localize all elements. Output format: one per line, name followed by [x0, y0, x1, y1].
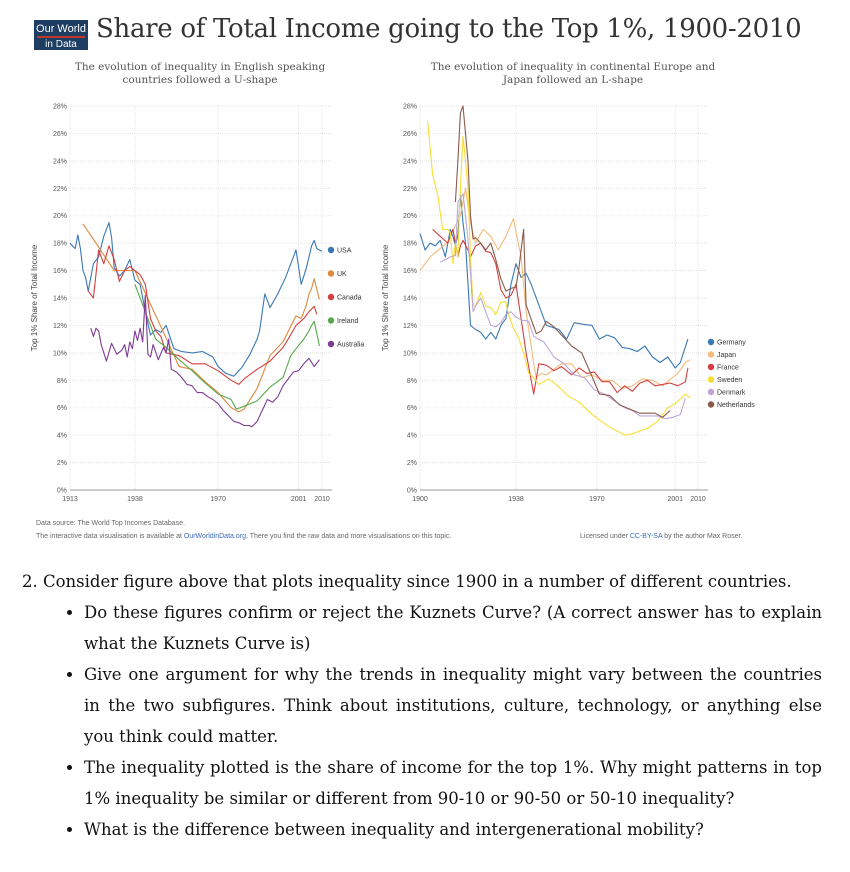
legend-marker-ireland	[327, 317, 335, 324]
y-tick-label: 20%	[403, 213, 417, 220]
question-bullets: Do these figures confirm or reject the K…	[22, 597, 828, 845]
series-line-canada	[87, 245, 318, 385]
legend-label-uk: UK	[337, 271, 347, 278]
y-tick-label: 8%	[57, 378, 67, 385]
legend-marker-netherlands	[707, 401, 715, 408]
y-tick-label: 14%	[403, 296, 417, 303]
series-line-ireland	[134, 284, 320, 410]
question-bullet: Give one argument for why the trends in …	[84, 659, 828, 752]
y-tick-label: 16%	[403, 268, 417, 275]
series-line-uk	[82, 223, 320, 413]
y-tick-label: 2%	[57, 460, 67, 467]
series-line-netherlands	[454, 105, 671, 418]
legend-label-canada: Canada	[337, 295, 362, 302]
legend-label-germany: Germany	[717, 340, 746, 347]
x-tick-label: 1900	[412, 496, 428, 503]
y-tick-label: 26%	[403, 131, 417, 138]
legend-label-usa: USA	[337, 248, 352, 255]
legend-marker-germany	[707, 338, 715, 346]
legend-label-japan: Japan	[717, 352, 736, 359]
interactive-suffix: . There you find the raw data and more v…	[245, 533, 452, 540]
y-tick-label: 26%	[53, 131, 67, 138]
question-bullet: The inequality plotted is the share of i…	[84, 752, 828, 814]
x-tick-label: 2001	[667, 496, 683, 503]
y-tick-label: 0%	[57, 488, 67, 495]
y-tick-label: 10%	[53, 350, 67, 357]
y-tick-label: 22%	[403, 186, 417, 193]
y-tick-label: 14%	[53, 296, 67, 303]
legend-marker-uk	[327, 270, 335, 277]
legend-marker-canada	[327, 293, 335, 301]
series-line-france	[432, 228, 689, 395]
legend-marker-denmark	[707, 388, 715, 396]
y-tick-label: 20%	[53, 213, 67, 220]
y-tick-label: 12%	[403, 323, 417, 330]
interactive-prefix: The interactive data visualisation is av…	[36, 533, 184, 540]
legend-label-sweden: Sweden	[717, 377, 742, 384]
y-tick-label: 4%	[57, 433, 67, 440]
series-line-usa	[69, 222, 323, 377]
y-tick-label: 2%	[407, 460, 417, 467]
x-tick-label: 1970	[210, 496, 226, 503]
our-world-in-data-logo: Our World in Data	[34, 20, 88, 50]
y-axis-title: Top 1% Share of Total Income	[381, 244, 390, 351]
owid-link[interactable]: OurWorldinData.org	[183, 533, 246, 540]
figure-title: Share of Total Income going to the Top 1…	[96, 14, 802, 44]
x-tick-label: 2010	[314, 496, 330, 503]
y-tick-label: 10%	[403, 350, 417, 357]
license-link[interactable]: CC-BY-SA	[629, 533, 663, 540]
y-tick-label: 24%	[53, 158, 67, 165]
legend-label-ireland: Ireland	[337, 318, 359, 325]
legend-marker-usa	[327, 246, 335, 254]
y-tick-label: 18%	[53, 241, 67, 248]
legend-marker-sweden	[707, 376, 715, 383]
legend-marker-japan	[707, 351, 715, 358]
legend-marker-australia	[327, 340, 335, 348]
x-tick-label: 1970	[589, 496, 605, 503]
series-line-denmark	[439, 193, 686, 420]
legend-label-denmark: Denmark	[717, 390, 746, 397]
logo-line-2: in Data	[37, 36, 85, 50]
y-tick-label: 6%	[57, 405, 67, 412]
question-bullet: What is the difference between inequalit…	[84, 814, 828, 845]
left-chart-subtitle: The evolution of inequality in English s…	[74, 61, 326, 86]
y-tick-label: 16%	[53, 268, 67, 275]
right-chart-subtitle: The evolution of inequality in continent…	[430, 61, 716, 86]
y-tick-label: 24%	[403, 158, 417, 165]
y-tick-label: 22%	[53, 186, 67, 193]
series-line-australia	[90, 294, 320, 428]
x-tick-label: 1938	[127, 496, 143, 503]
charts-svg: 0% 2% 4% 6% 8% 10% 12% 14% 16% 18% 20% 22% 24% 26% 28%…	[30, 104, 755, 504]
question-bullet: Do these figures confirm or reject the K…	[84, 597, 828, 659]
question-heading: 2. Consider figure above that plots ineq…	[22, 572, 792, 591]
x-tick-label: 2001	[291, 496, 307, 503]
y-tick-label: 4%	[407, 433, 417, 440]
x-tick-label: 1913	[62, 496, 78, 503]
license-note: Licensed under CC-BY-SA by the author Ma…	[580, 533, 742, 540]
logo-line-1: Our World	[36, 23, 86, 35]
legend-label-netherlands: Netherlands	[717, 402, 755, 409]
series-line-japan	[419, 187, 691, 390]
y-tick-label: 12%	[53, 323, 67, 330]
y-tick-label: 6%	[407, 405, 417, 412]
y-tick-label: 28%	[53, 104, 67, 111]
homework-question: 2. Consider figure above that plots ineq…	[22, 566, 828, 845]
x-tick-label: 2010	[690, 496, 706, 503]
license-prefix: Licensed under	[580, 533, 630, 540]
license-suffix: by the author Max Roser.	[662, 533, 743, 540]
series-line-sweden	[427, 121, 691, 436]
legend-label-australia: Australia	[337, 342, 364, 349]
data-source-note: Data source: The World Top Incomes Datab…	[36, 520, 186, 527]
series-line-germany	[419, 194, 689, 369]
legend-label-france: France	[717, 365, 739, 372]
y-tick-label: 8%	[407, 378, 417, 385]
y-axis-title: Top 1% Share of Total Income	[30, 244, 39, 351]
interactive-note: The interactive data visualisation is av…	[36, 533, 451, 540]
y-tick-label: 18%	[403, 241, 417, 248]
y-tick-label: 0%	[407, 488, 417, 495]
x-tick-label: 1938	[508, 496, 524, 503]
legend-marker-france	[707, 363, 715, 371]
y-tick-label: 28%	[403, 104, 417, 111]
